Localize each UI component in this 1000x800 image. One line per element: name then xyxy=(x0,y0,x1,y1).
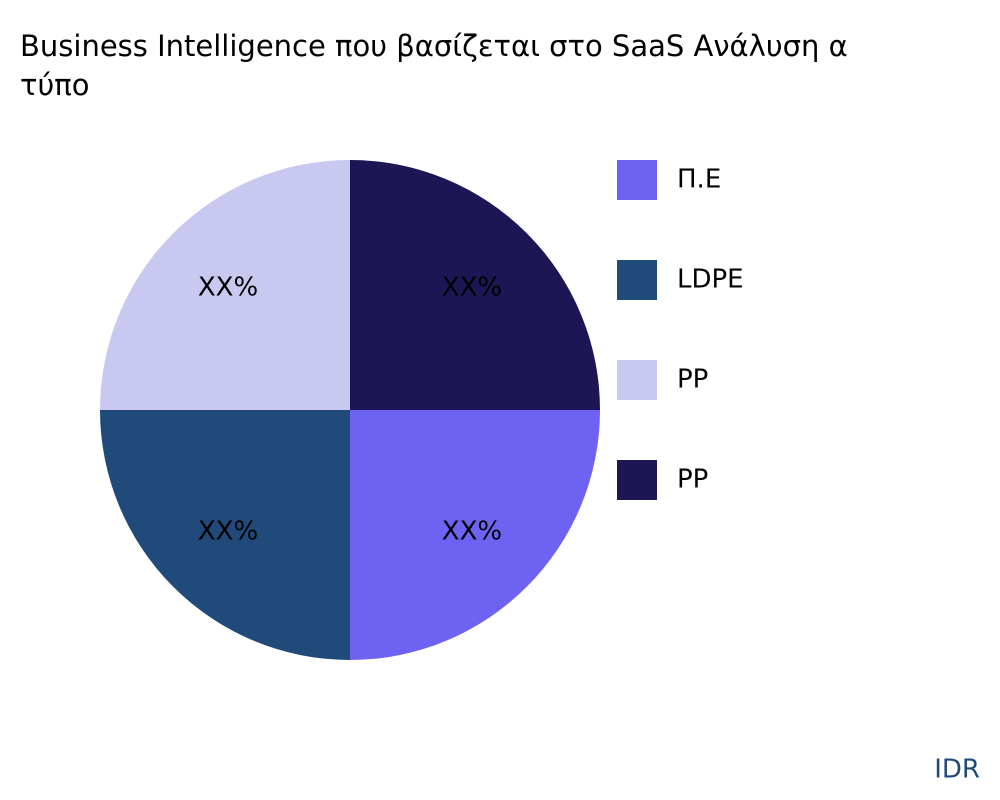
slice-label: XX% xyxy=(442,273,502,303)
legend-label: PP xyxy=(677,465,708,495)
pie-slice xyxy=(100,410,350,660)
chart-title: Business Intelligence που βασίζεται στο … xyxy=(20,29,848,63)
source-label: IDR xyxy=(934,755,980,785)
pie-slice xyxy=(100,160,350,410)
chart-title: τύπο xyxy=(20,68,89,102)
slice-label: XX% xyxy=(198,273,258,303)
pie-slice xyxy=(350,160,600,410)
legend-label: LDPE xyxy=(677,265,744,295)
legend-label: Π.Ε xyxy=(677,165,721,195)
slice-label: XX% xyxy=(198,516,258,546)
legend-swatch xyxy=(617,160,657,200)
legend-swatch xyxy=(617,360,657,400)
legend-swatch xyxy=(617,460,657,500)
legend-swatch xyxy=(617,260,657,300)
pie-slice xyxy=(350,410,600,660)
slice-label: XX% xyxy=(442,516,502,546)
legend-label: PP xyxy=(677,365,708,395)
